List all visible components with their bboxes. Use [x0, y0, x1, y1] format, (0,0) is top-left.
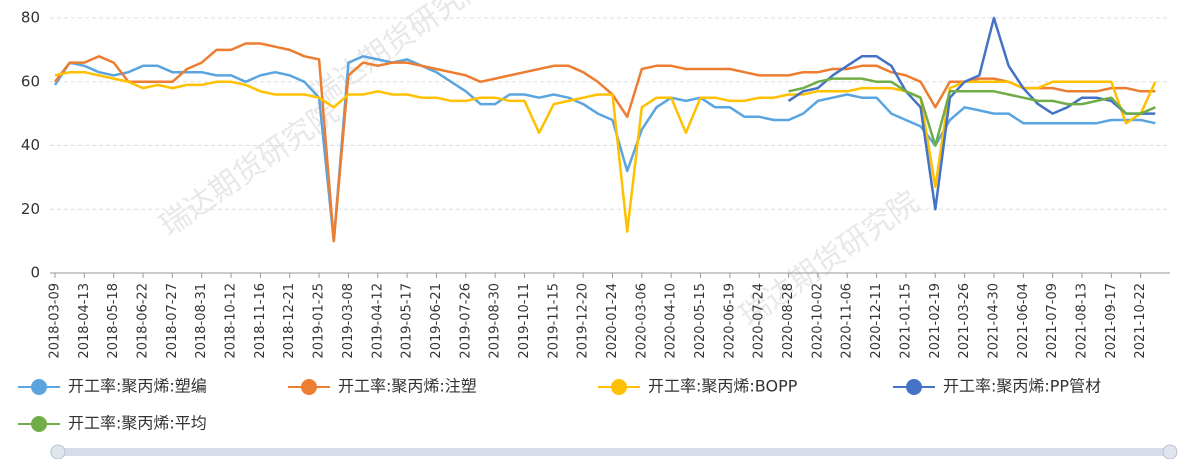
- x-tick-label: 2021-02-19: [928, 283, 943, 359]
- series-line: [54, 70, 1157, 233]
- x-tick-label: 2018-05-18: [106, 283, 121, 359]
- x-tick-label: 2019-05-17: [400, 283, 415, 359]
- y-tick-label: 40: [21, 136, 40, 154]
- x-tick-label: 2019-12-20: [576, 283, 591, 359]
- x-tick-label: 2021-03-26: [957, 283, 972, 359]
- legend-marker: [611, 379, 627, 395]
- x-tick-label: 2021-04-30: [986, 283, 1001, 359]
- series-line: [788, 77, 1156, 147]
- y-tick-label: 20: [21, 200, 40, 218]
- zoom-slider[interactable]: [50, 448, 1175, 456]
- x-tick-label: 2020-08-28: [781, 283, 796, 359]
- y-tick-label: 80: [21, 9, 40, 27]
- series-line: [54, 42, 1156, 243]
- x-tick-label: 2019-01-25: [312, 283, 327, 359]
- x-tick-label: 2018-08-31: [194, 283, 209, 359]
- x-tick-label: 2018-04-13: [77, 283, 92, 359]
- legend-label: 开工率:聚丙烯:塑编: [68, 377, 207, 396]
- x-tick-label: 2021-06-04: [1016, 283, 1031, 359]
- y-tick-label: 0: [30, 264, 40, 282]
- legend-label: 开工率:聚丙烯:BOPP: [648, 377, 798, 396]
- x-tick-label: 2020-01-24: [605, 283, 620, 359]
- x-tick-label: 2019-11-15: [546, 283, 561, 359]
- series-line: [787, 16, 1156, 211]
- x-tick-label: 2018-11-16: [253, 283, 268, 359]
- y-tick-label: 60: [21, 72, 40, 90]
- x-tick-label: 2019-08-30: [488, 283, 503, 359]
- x-tick-label: 2020-11-06: [840, 283, 855, 359]
- lines: [53, 16, 1157, 243]
- x-tick-label: 2020-05-15: [693, 283, 708, 359]
- x-tick-label: 2020-07-24: [752, 283, 767, 359]
- x-tick-label: 2021-01-15: [898, 283, 913, 359]
- legend: 开工率:聚丙烯:塑编 开工率:聚丙烯:注塑 开工率:聚丙烯:BOPP 开工率:聚丙烯:…: [18, 377, 1101, 433]
- x-tick-label: 2018-10-12: [224, 283, 239, 359]
- x-tick-label: 2021-07-09: [1045, 283, 1060, 359]
- x-tick-label: 2019-03-08: [341, 283, 356, 359]
- x-tick-label: 2020-10-02: [810, 283, 825, 359]
- zoom-handle[interactable]: [50, 444, 66, 459]
- x-tick-label: 2019-06-21: [429, 283, 444, 359]
- x-tick-label: 2021-10-22: [1133, 283, 1148, 359]
- x-tick-label: 2020-04-10: [664, 283, 679, 359]
- legend-marker: [906, 379, 922, 395]
- x-tick-label: 2021-09-17: [1104, 283, 1119, 359]
- x-tick-label: 2021-08-13: [1074, 283, 1089, 359]
- legend-label: 开工率:聚丙烯:平均: [68, 414, 207, 433]
- x-tick-label: 2019-07-26: [458, 283, 473, 359]
- x-tick-label: 2018-03-09: [48, 283, 63, 359]
- series-line: [53, 55, 1156, 243]
- legend-label: 开工率:聚丙烯:PP管材: [943, 377, 1101, 396]
- x-tick-label: 2020-06-19: [722, 283, 737, 359]
- legend-label: 开工率:聚丙烯:注塑: [338, 377, 477, 396]
- x-tick-label: 2019-10-11: [517, 283, 532, 359]
- legend-marker: [31, 416, 47, 432]
- x-tick-label: 2018-07-27: [165, 283, 180, 359]
- legend-marker: [301, 379, 317, 395]
- x-tick-label: 2020-03-06: [634, 283, 649, 359]
- x-tick-label: 2020-12-11: [869, 283, 884, 359]
- x-tick-label: 2018-06-22: [136, 283, 151, 359]
- grid: 0 20 40 60 80 2018-03-09 2018-04-13 2018-05-18 2…: [21, 9, 1170, 359]
- zoom-handle[interactable]: [1162, 444, 1178, 459]
- legend-marker: [31, 379, 47, 395]
- x-tick-label: 2018-12-21: [282, 283, 297, 359]
- x-tick-label: 2019-04-12: [370, 283, 385, 359]
